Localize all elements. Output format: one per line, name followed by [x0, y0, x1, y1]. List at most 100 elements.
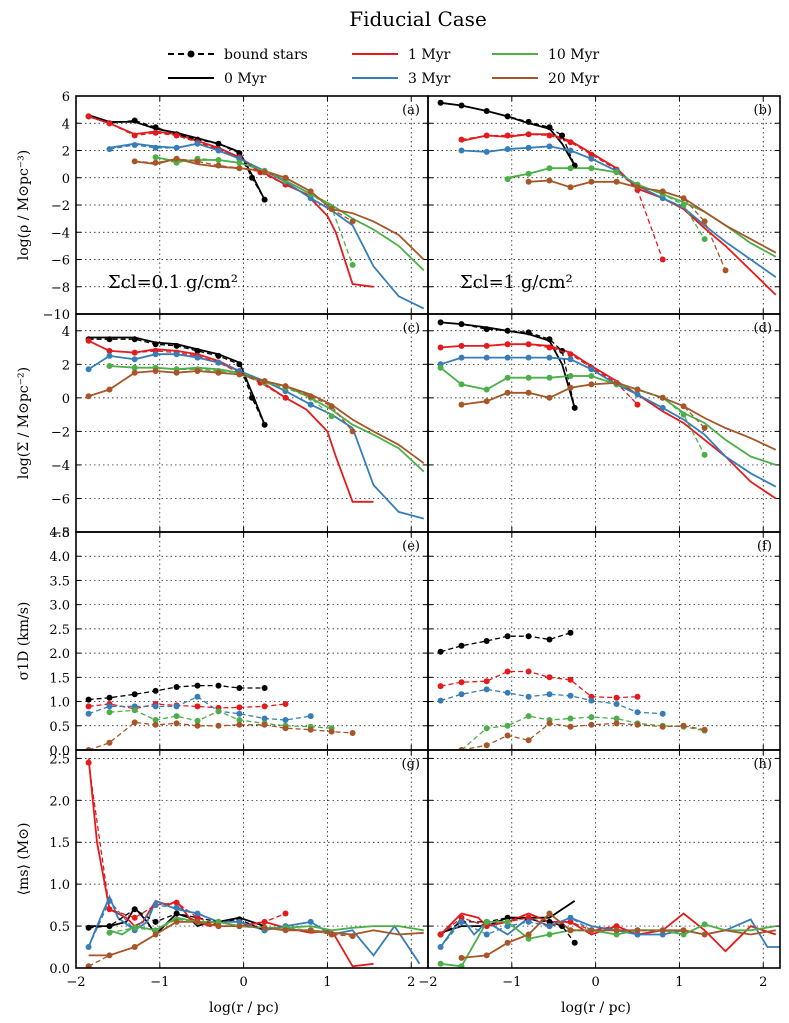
- data-point: [152, 144, 159, 151]
- series-line: [440, 343, 638, 406]
- data-point: [152, 124, 159, 131]
- panel-letter: (e): [402, 539, 420, 554]
- panel-frame: [75, 313, 429, 533]
- data-point: [525, 341, 532, 348]
- data-point: [588, 178, 595, 185]
- data-point: [261, 715, 268, 722]
- data-point: [504, 914, 511, 921]
- data-point: [106, 386, 113, 393]
- data-point: [131, 356, 138, 363]
- legend-entry: 1 Myr: [352, 47, 451, 63]
- y-tick-label: 4: [62, 117, 70, 132]
- data-point: [131, 691, 138, 698]
- data-point: [458, 147, 465, 154]
- data-point: [701, 931, 708, 938]
- data-point: [546, 165, 553, 172]
- series-line: [88, 703, 286, 710]
- data-point: [701, 726, 708, 733]
- data-point: [131, 132, 138, 139]
- data-point: [525, 693, 532, 700]
- data-point: [437, 99, 444, 106]
- data-point: [458, 918, 465, 925]
- data-point: [173, 351, 180, 358]
- data-point: [483, 326, 490, 333]
- y-tick-label: −4: [51, 226, 70, 241]
- y-tick-label: 1.0: [49, 696, 70, 711]
- data-point: [680, 931, 687, 938]
- series-line: [440, 343, 777, 500]
- series-line: [439, 912, 777, 953]
- data-point: [613, 715, 620, 722]
- data-point: [173, 369, 180, 376]
- data-point: [215, 708, 222, 715]
- data-point: [588, 151, 595, 158]
- data-point: [261, 685, 268, 691]
- series-line: [440, 916, 663, 948]
- series-line: [109, 365, 333, 417]
- data-point: [85, 113, 92, 120]
- data-point: [504, 327, 511, 334]
- data-point: [634, 709, 641, 716]
- data-point: [613, 927, 620, 934]
- data-point: [458, 401, 465, 408]
- series-line: [461, 145, 777, 278]
- data-point: [152, 717, 159, 723]
- data-point: [152, 351, 159, 358]
- data-point: [634, 721, 641, 728]
- data-point: [588, 381, 595, 388]
- y-tick-label: 4.5: [49, 526, 70, 541]
- data-point: [458, 321, 465, 328]
- data-point: [152, 703, 159, 710]
- series-line: [134, 157, 425, 261]
- data-point: [504, 146, 511, 153]
- y-tick-label: −8: [51, 526, 70, 541]
- data-point: [106, 709, 113, 716]
- data-point: [173, 720, 180, 727]
- legend-entry: 0 Myr: [168, 71, 267, 87]
- data-point: [525, 713, 532, 720]
- data-point: [546, 124, 553, 131]
- data-point: [249, 174, 255, 181]
- data-point: [236, 371, 243, 378]
- data-point: [483, 148, 490, 155]
- data-point: [236, 918, 243, 925]
- data-point: [659, 710, 666, 717]
- data-point: [483, 342, 490, 349]
- data-point: [173, 132, 180, 139]
- y-tick-label: 0.5: [49, 720, 70, 735]
- data-point: [131, 117, 138, 124]
- data-point: [215, 722, 222, 729]
- data-point: [659, 188, 666, 195]
- data-point: [546, 910, 553, 917]
- data-point: [131, 336, 138, 343]
- data-point: [567, 914, 574, 921]
- y-tick-label: −6: [51, 254, 70, 269]
- x-tick-label: 0: [239, 975, 247, 990]
- data-point: [85, 337, 92, 344]
- series-group: [85, 113, 425, 310]
- y-tick-label: 2.5: [49, 752, 70, 767]
- data-point: [525, 931, 532, 938]
- data-point: [504, 939, 511, 946]
- data-point: [504, 923, 511, 930]
- data-point: [106, 347, 113, 354]
- data-point: [282, 910, 289, 917]
- data-point: [546, 720, 553, 727]
- data-point: [546, 336, 553, 343]
- data-point: [504, 374, 511, 381]
- y-tick-label: 2: [62, 358, 70, 373]
- data-point: [483, 354, 490, 361]
- series-line: [88, 339, 374, 503]
- data-point: [483, 725, 490, 732]
- data-point: [131, 707, 138, 714]
- data-point: [483, 678, 490, 685]
- series-line: [155, 156, 354, 266]
- data-point: [282, 927, 289, 934]
- data-point: [588, 155, 595, 162]
- data-point: [546, 636, 553, 643]
- data-point: [173, 684, 180, 690]
- data-point: [525, 389, 532, 396]
- x-tick-label: −1: [150, 975, 169, 990]
- data-point: [504, 918, 511, 925]
- data-point: [173, 910, 180, 917]
